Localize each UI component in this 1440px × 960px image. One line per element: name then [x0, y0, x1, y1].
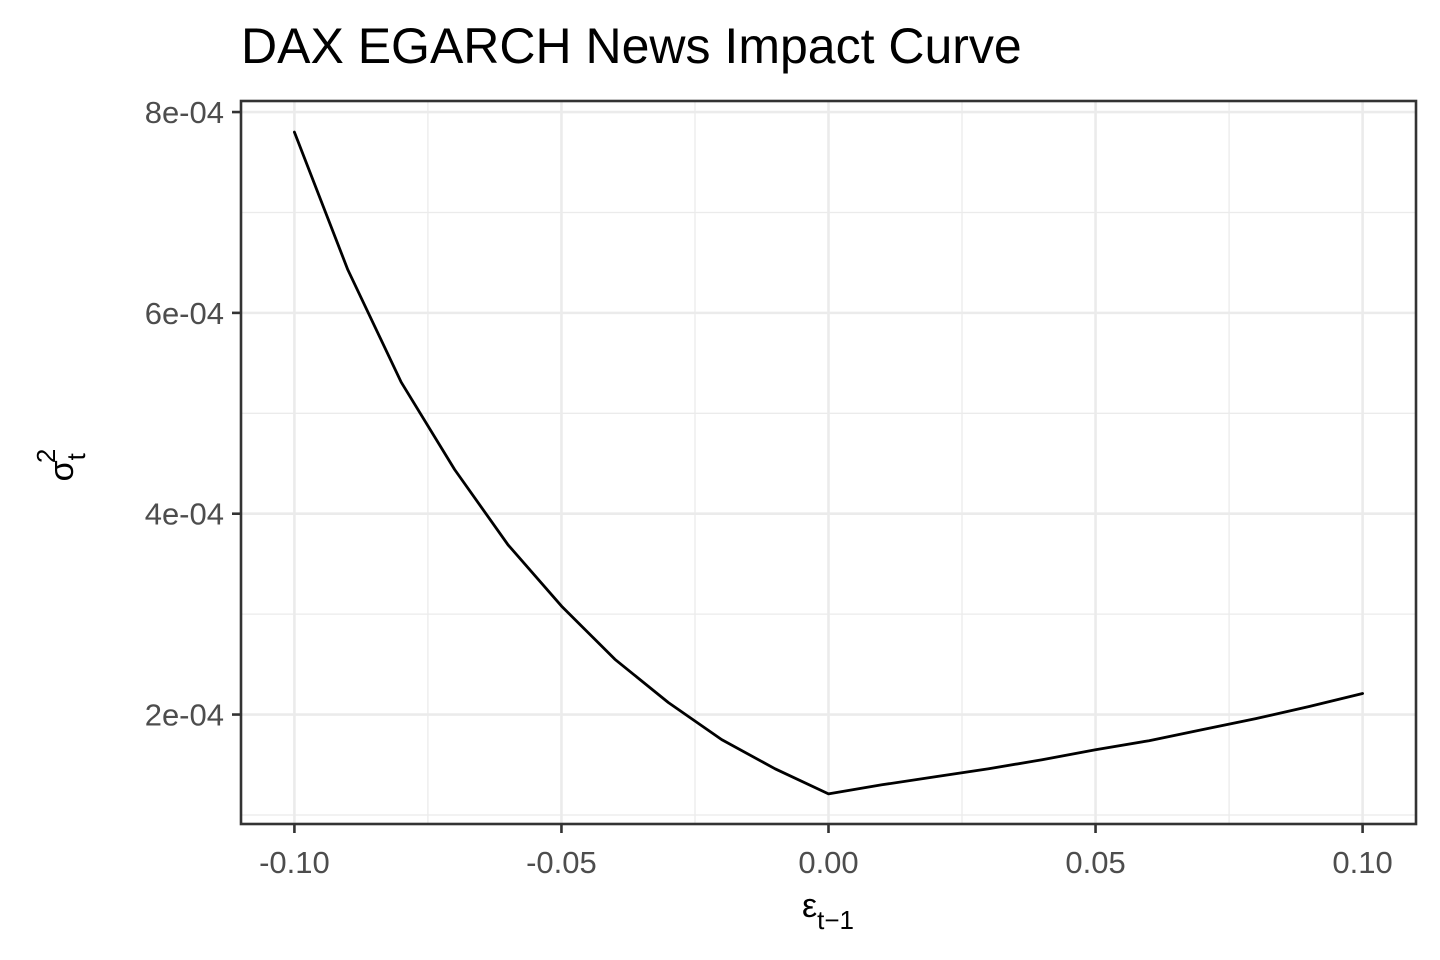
y-axis-title-subscript: t [61, 452, 91, 460]
x-axis-title-subscript: t−1 [817, 905, 854, 935]
y-axis-title-base: σ [43, 460, 81, 481]
x-axis-title-base: ε [802, 887, 817, 925]
x-axis-title: εt−1 [802, 887, 854, 935]
chart-title: DAX EGARCH News Impact Curve [241, 18, 1022, 74]
x-tick-label: -0.10 [259, 845, 330, 880]
x-tick-label: -0.05 [526, 845, 597, 880]
y-axis-title-superscript: 2 [31, 449, 61, 463]
x-tick-label: 0.05 [1065, 845, 1125, 880]
x-tick-label: 0.00 [798, 845, 858, 880]
y-axis-title: σt2 [31, 449, 91, 482]
x-axis-ticks: -0.10 -0.05 0.00 0.05 0.10 [259, 824, 1393, 880]
y-tick-label: 2e-04 [145, 698, 224, 733]
major-gridlines [241, 101, 1416, 824]
y-tick-label: 8e-04 [145, 95, 224, 130]
y-tick-label: 6e-04 [145, 296, 224, 331]
x-tick-label: 0.10 [1332, 845, 1392, 880]
news-impact-curve-line [292, 130, 1364, 796]
y-axis-ticks: 2e-04 4e-04 6e-04 8e-04 [145, 95, 241, 733]
series-layer [292, 130, 1364, 796]
y-tick-label: 4e-04 [145, 497, 224, 532]
